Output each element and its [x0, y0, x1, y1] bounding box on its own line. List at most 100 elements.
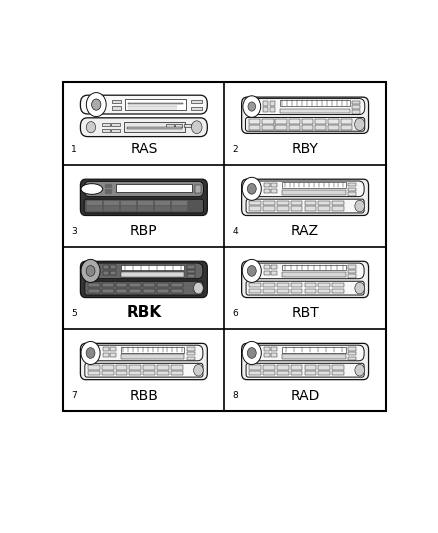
- FancyBboxPatch shape: [246, 181, 364, 197]
- Bar: [318, 200, 330, 205]
- Bar: [191, 100, 202, 103]
- FancyBboxPatch shape: [85, 364, 203, 377]
- Bar: [272, 271, 277, 275]
- Bar: [103, 353, 109, 357]
- Bar: [348, 270, 357, 273]
- Circle shape: [86, 348, 95, 358]
- Circle shape: [86, 122, 95, 133]
- Bar: [289, 125, 300, 130]
- Bar: [270, 107, 275, 112]
- Bar: [194, 185, 201, 193]
- Bar: [263, 107, 268, 112]
- Circle shape: [194, 365, 203, 376]
- Circle shape: [243, 96, 261, 117]
- FancyBboxPatch shape: [246, 364, 364, 377]
- Bar: [263, 282, 275, 287]
- Bar: [130, 288, 141, 293]
- Bar: [348, 183, 357, 187]
- Bar: [277, 206, 289, 211]
- Text: 7: 7: [71, 391, 77, 400]
- Bar: [263, 288, 275, 293]
- Text: RAZ: RAZ: [291, 224, 319, 238]
- Bar: [348, 192, 357, 196]
- Bar: [249, 370, 261, 375]
- Bar: [187, 352, 195, 356]
- Bar: [291, 282, 303, 287]
- Bar: [249, 365, 261, 369]
- Bar: [172, 206, 187, 211]
- Bar: [282, 182, 346, 188]
- Bar: [302, 125, 313, 130]
- Circle shape: [194, 282, 203, 294]
- Bar: [121, 206, 136, 211]
- FancyBboxPatch shape: [81, 343, 207, 379]
- Bar: [87, 206, 102, 211]
- Bar: [110, 271, 116, 275]
- Bar: [127, 127, 182, 129]
- Bar: [272, 347, 277, 351]
- Bar: [348, 347, 357, 351]
- Bar: [265, 265, 270, 269]
- Bar: [332, 370, 344, 375]
- Bar: [110, 265, 116, 269]
- Circle shape: [242, 177, 261, 200]
- Bar: [124, 122, 185, 132]
- FancyBboxPatch shape: [85, 263, 203, 279]
- Text: RBB: RBB: [129, 389, 158, 402]
- Text: RAD: RAD: [290, 389, 320, 402]
- Circle shape: [86, 93, 106, 117]
- FancyBboxPatch shape: [81, 95, 207, 114]
- Bar: [116, 288, 127, 293]
- Bar: [103, 265, 109, 269]
- Bar: [277, 365, 289, 369]
- Bar: [265, 271, 270, 275]
- Circle shape: [191, 121, 202, 134]
- Bar: [249, 119, 261, 124]
- Text: 4: 4: [233, 227, 238, 236]
- Bar: [282, 272, 346, 277]
- Bar: [265, 189, 270, 193]
- Text: 8: 8: [233, 391, 238, 400]
- Bar: [282, 346, 346, 352]
- Bar: [291, 365, 303, 369]
- Circle shape: [242, 260, 261, 282]
- Bar: [348, 265, 357, 269]
- Bar: [104, 200, 119, 205]
- Circle shape: [86, 265, 95, 276]
- Bar: [277, 282, 289, 287]
- Ellipse shape: [81, 184, 102, 195]
- Bar: [63, 83, 386, 411]
- FancyBboxPatch shape: [85, 345, 203, 361]
- Text: RBY: RBY: [292, 142, 318, 156]
- Bar: [143, 282, 155, 287]
- Bar: [277, 370, 289, 375]
- Bar: [116, 282, 127, 287]
- Bar: [157, 370, 169, 375]
- Bar: [263, 206, 275, 211]
- Bar: [318, 282, 330, 287]
- Bar: [263, 365, 275, 369]
- Bar: [155, 200, 170, 205]
- Bar: [171, 365, 183, 369]
- Bar: [102, 370, 113, 375]
- Text: 5: 5: [71, 309, 77, 318]
- Bar: [328, 119, 339, 124]
- Circle shape: [81, 342, 100, 365]
- Bar: [315, 125, 326, 130]
- Bar: [332, 365, 344, 369]
- Bar: [110, 347, 116, 351]
- Bar: [184, 124, 191, 127]
- Circle shape: [355, 365, 364, 376]
- Bar: [87, 200, 102, 205]
- Bar: [352, 101, 360, 104]
- Bar: [138, 200, 153, 205]
- Bar: [265, 353, 270, 357]
- Bar: [315, 119, 326, 124]
- Bar: [102, 288, 113, 293]
- Bar: [121, 272, 184, 277]
- Bar: [249, 282, 261, 287]
- Bar: [187, 265, 195, 269]
- Bar: [121, 200, 136, 205]
- Bar: [280, 100, 350, 106]
- Text: 2: 2: [233, 145, 238, 154]
